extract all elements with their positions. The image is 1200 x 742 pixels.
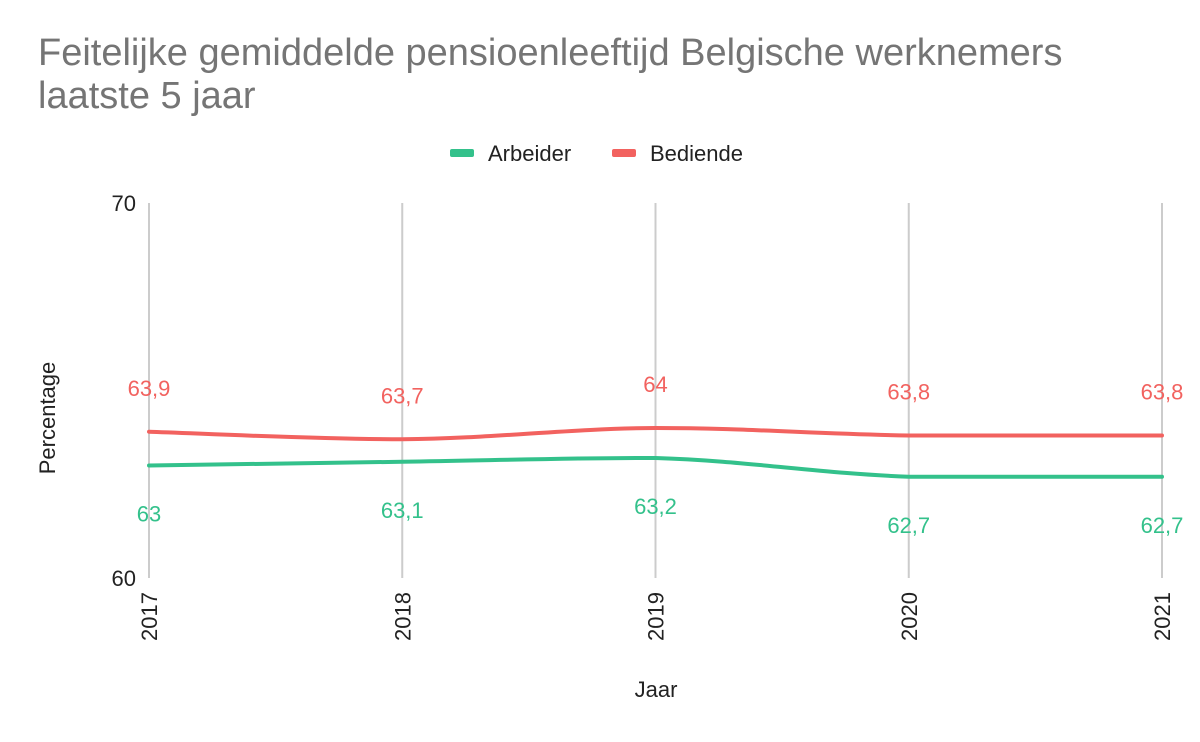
x-tick-label: 2020	[897, 592, 922, 641]
data-label: 63,7	[381, 383, 424, 408]
data-label: 63,8	[887, 380, 930, 405]
chart-title: Feitelijke gemiddelde pensioenleeftijd B…	[38, 32, 1063, 117]
series-line-bediende	[147, 425, 1164, 442]
data-label: 64	[643, 372, 667, 397]
data-label: 63,9	[128, 376, 171, 401]
data-label: 63,2	[634, 494, 677, 519]
data-label: 62,7	[887, 513, 930, 538]
series-lines	[147, 425, 1164, 479]
x-tick-label: 2018	[390, 592, 415, 641]
data-label: 62,7	[1141, 513, 1184, 538]
data-label: 63,1	[381, 498, 424, 523]
x-tick-label: 2021	[1150, 592, 1175, 641]
gridlines	[148, 203, 1163, 578]
x-tick-label: 2017	[137, 592, 162, 641]
data-label: 63	[137, 502, 161, 527]
y-tick-label: 70	[112, 191, 136, 216]
legend-label-arbeider: Arbeider	[488, 141, 571, 166]
axes: 2017 2018 2019 2020 2021 60 70	[112, 191, 1175, 641]
data-labels: 63 63,1 63,2 62,7 62,7 63,9 63,7 64 63,8 63,8	[128, 372, 1184, 538]
series-line-arbeider	[147, 455, 1164, 479]
legend: Arbeider Bediende	[450, 141, 743, 166]
x-tick-label: 2019	[644, 592, 669, 641]
y-axis-title: Percentage	[35, 362, 60, 475]
data-label: 63,8	[1141, 380, 1184, 405]
legend-swatch-bediende	[612, 149, 636, 157]
y-tick-label: 60	[112, 566, 136, 591]
x-axis-title: Jaar	[635, 677, 678, 702]
legend-label-bediende: Bediende	[650, 141, 743, 166]
legend-swatch-arbeider	[450, 149, 474, 157]
